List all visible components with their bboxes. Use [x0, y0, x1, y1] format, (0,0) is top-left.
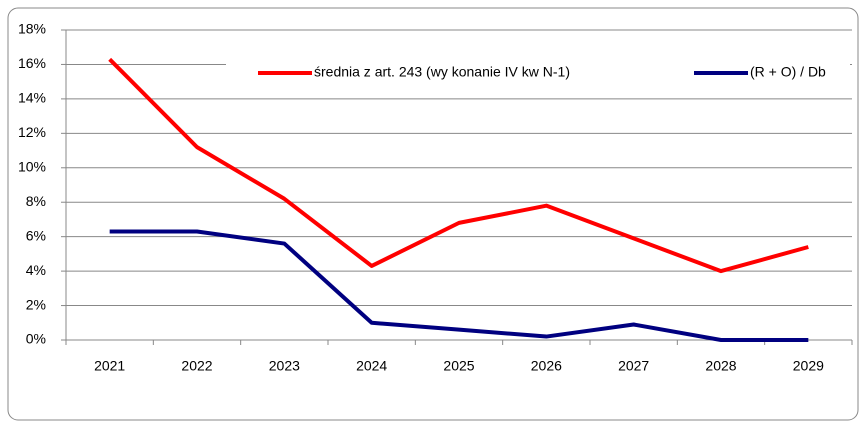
x-tick-label: 2026 — [531, 358, 562, 374]
x-tick-label: 2029 — [793, 358, 824, 374]
y-tick-label: 14% — [18, 90, 46, 106]
series-line — [109, 229, 809, 342]
x-tick-label: 2027 — [618, 358, 649, 374]
x-tick-label: 2022 — [181, 358, 212, 374]
x-tick-label: 2021 — [94, 358, 125, 374]
chart-frame — [7, 7, 859, 421]
series-line — [108, 57, 809, 274]
legend-label: średnia z art. 243 (wy konanie IV kw N-1… — [314, 64, 570, 80]
x-tick-label: 2024 — [356, 358, 387, 374]
y-tick-label: 8% — [26, 193, 46, 209]
y-tick-label: 6% — [26, 227, 46, 243]
y-tick-label: 4% — [26, 262, 46, 278]
x-tick-label: 2025 — [443, 358, 474, 374]
y-tick-label: 12% — [18, 124, 46, 140]
y-tick-label: 2% — [26, 296, 46, 312]
y-tick-label: 0% — [26, 331, 46, 347]
y-tick-label: 10% — [18, 158, 46, 174]
y-tick-label: 18% — [18, 21, 46, 37]
legend-label: (R + O) / Db — [750, 64, 826, 80]
x-tick-label: 2023 — [269, 358, 300, 374]
y-tick-label: 16% — [18, 55, 46, 71]
x-tick-label: 2028 — [705, 358, 736, 374]
